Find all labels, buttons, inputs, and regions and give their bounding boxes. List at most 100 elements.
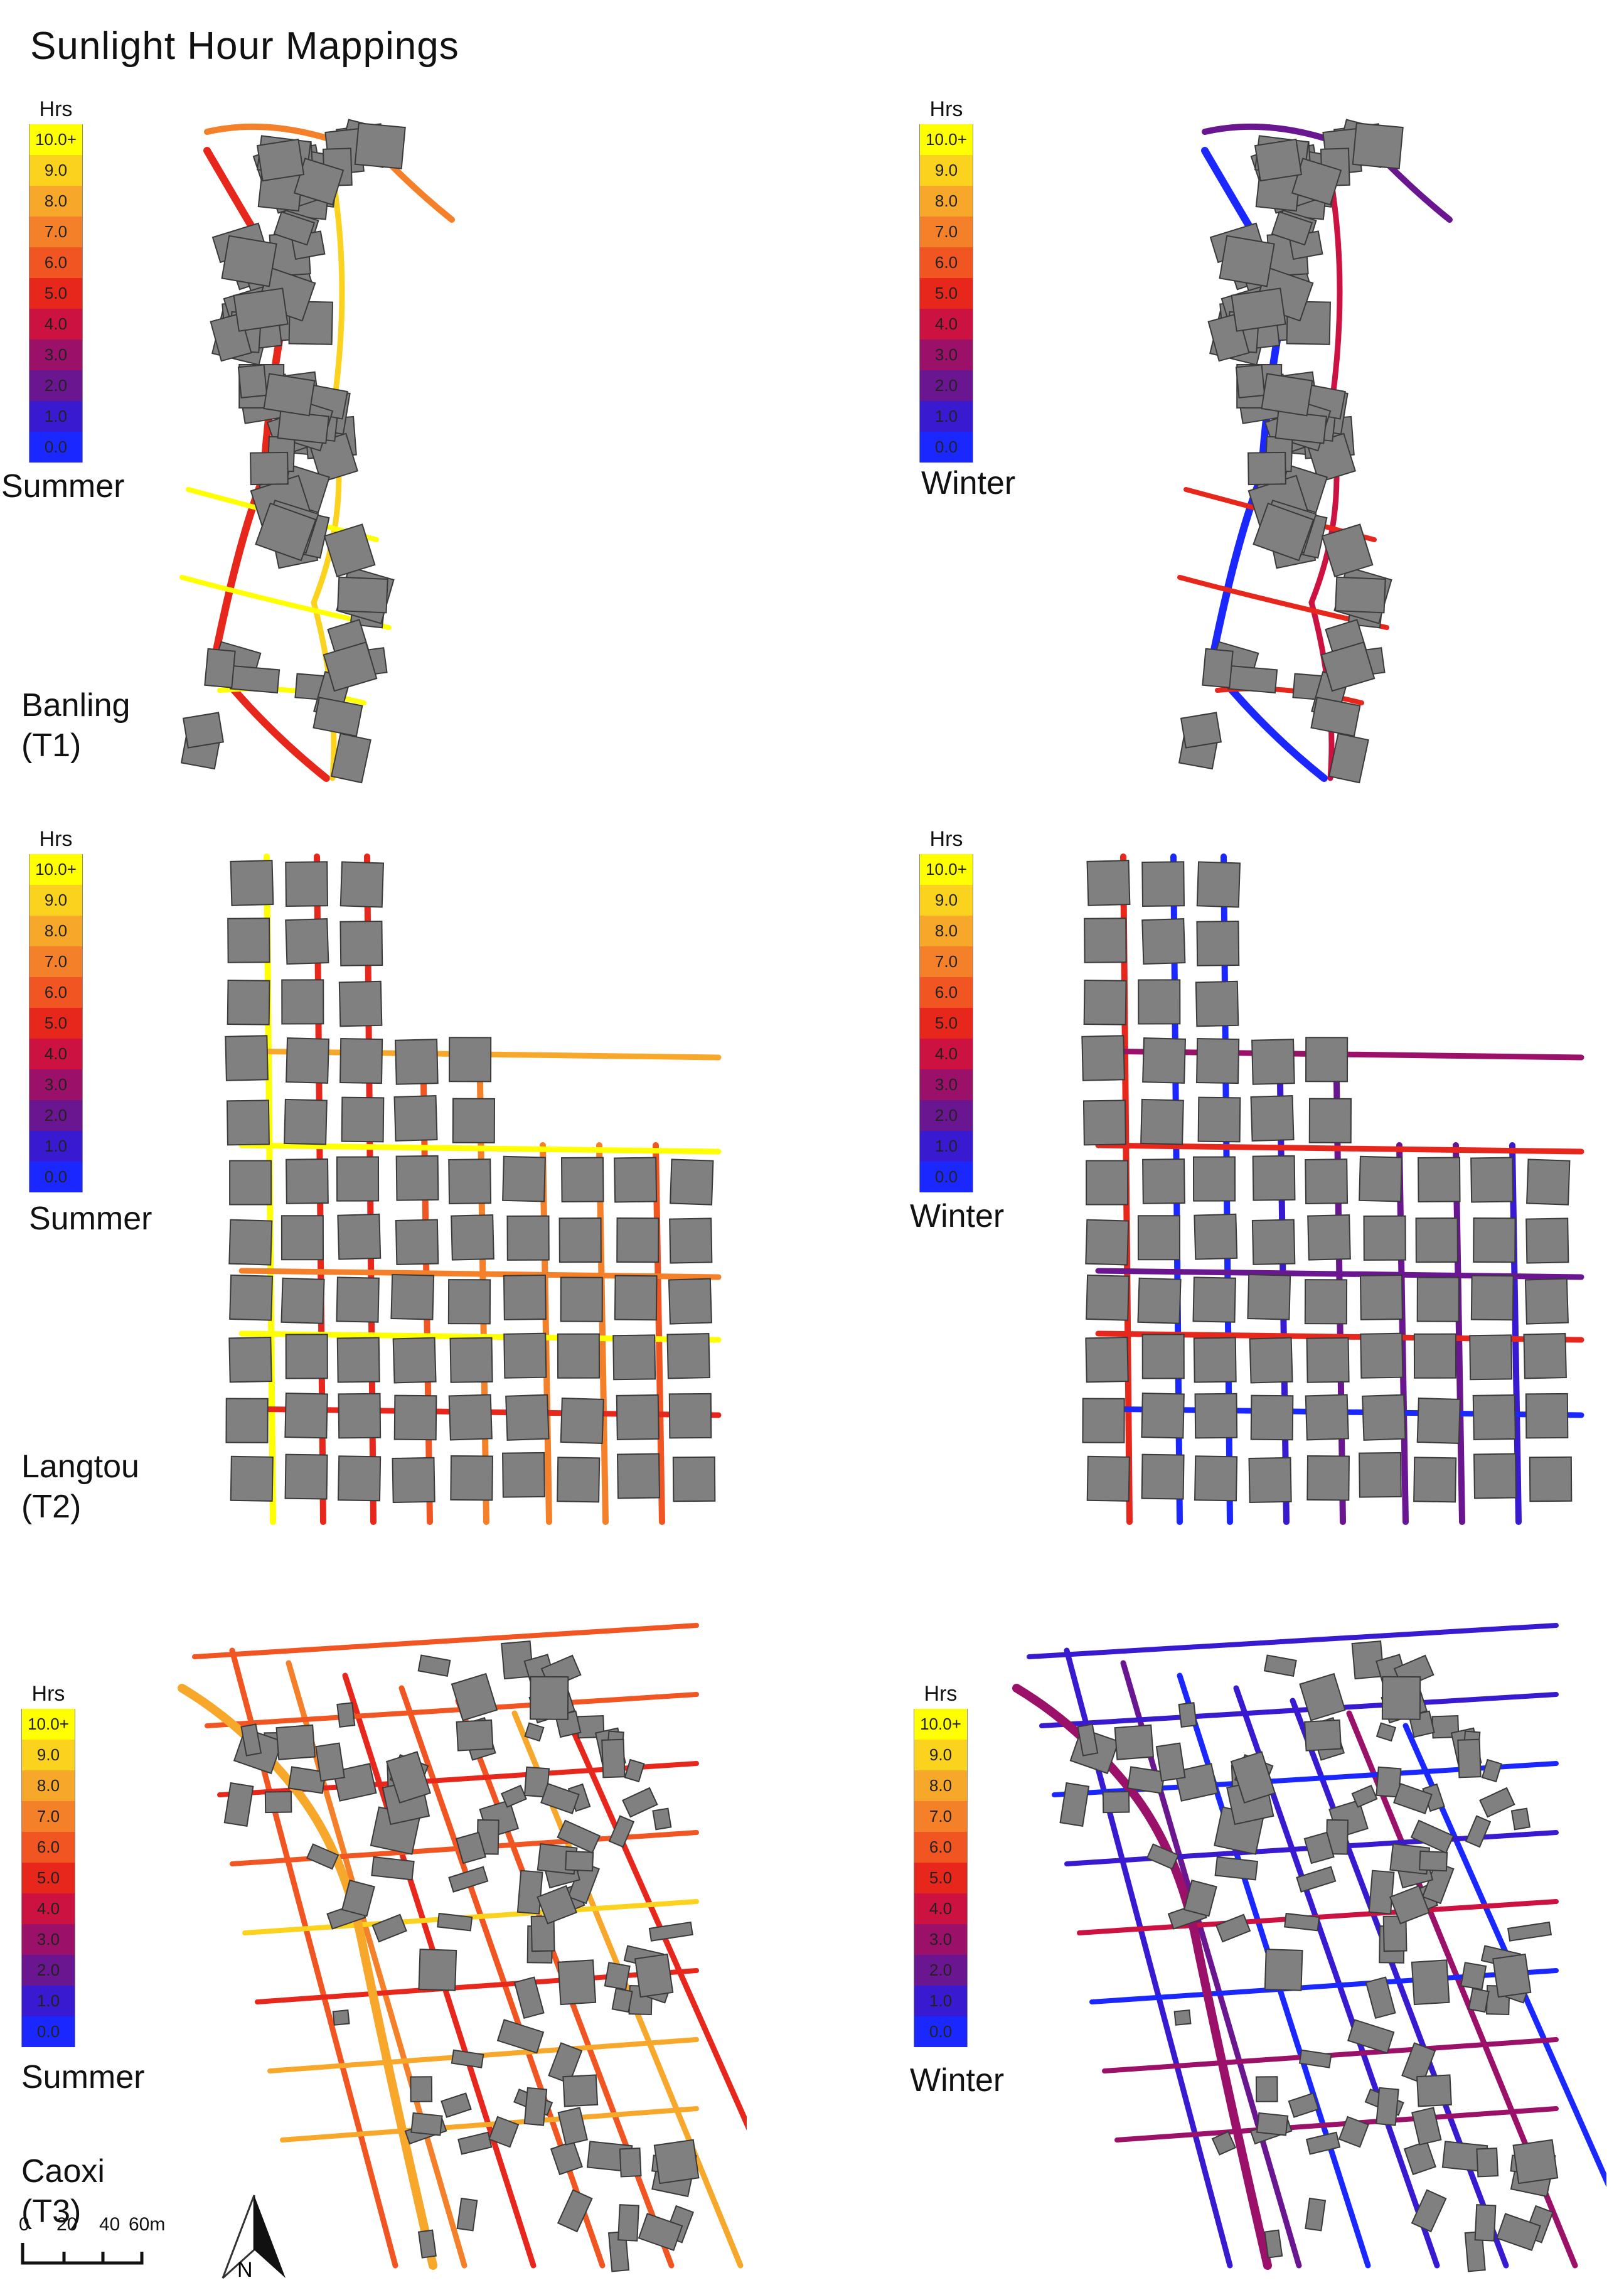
building — [1219, 235, 1275, 287]
building — [237, 364, 268, 399]
building — [1288, 2092, 1320, 2118]
building — [451, 1672, 498, 1721]
street-segment — [1095, 1142, 1584, 1155]
street-segment — [1027, 1623, 1559, 1659]
legend-swatch: 2.0 — [29, 370, 83, 401]
legend-swatch: 7.0 — [919, 946, 973, 977]
legend-swatch: 9.0 — [919, 155, 973, 186]
map-langtou-winter — [1081, 853, 1584, 1525]
building — [1512, 2139, 1559, 2185]
building — [1529, 1456, 1573, 1502]
building — [1496, 2213, 1541, 2252]
site-code: (T2) — [21, 1489, 82, 1525]
legend-swatch: 9.0 — [29, 155, 83, 186]
building — [1470, 1157, 1514, 1203]
building — [1381, 1676, 1421, 1720]
site-name: Banling — [21, 687, 131, 724]
building — [457, 2131, 493, 2155]
site-code: (T1) — [21, 727, 82, 764]
building — [1284, 1912, 1320, 1932]
building — [1306, 1337, 1350, 1383]
scale-tick: 40 — [99, 2214, 120, 2235]
building — [1214, 1856, 1259, 1881]
building — [1194, 1213, 1238, 1260]
building — [1416, 1397, 1461, 1444]
building — [1086, 1160, 1129, 1206]
building — [250, 451, 289, 486]
building — [1248, 1457, 1292, 1503]
scale-bar-line — [21, 2243, 144, 2265]
legend-swatch: 10.0+ — [919, 854, 973, 885]
legend-swatch: 9.0 — [21, 1740, 75, 1770]
building — [1137, 1277, 1182, 1324]
building — [221, 235, 277, 287]
legend-swatch: 5.0 — [29, 1008, 83, 1039]
building — [1365, 1976, 1396, 2019]
building — [1382, 1915, 1408, 1952]
building — [1247, 451, 1286, 486]
building — [226, 1099, 270, 1146]
legend-swatch: 3.0 — [21, 1924, 75, 1955]
building — [1410, 1819, 1455, 1854]
building — [1192, 1276, 1236, 1323]
building — [229, 1274, 274, 1321]
scale-tick: 20 — [56, 2214, 78, 2235]
building — [1479, 1787, 1515, 1818]
legend-swatch: 1.0 — [919, 401, 973, 432]
site-code: (T3) — [21, 2193, 82, 2230]
building — [502, 1155, 546, 1202]
map-banling-winter — [1177, 119, 1453, 784]
legend-unit: Hrs — [929, 97, 963, 121]
building — [1059, 1782, 1090, 1827]
building — [1351, 1640, 1385, 1680]
building — [1362, 1394, 1406, 1441]
building — [616, 1394, 660, 1440]
building — [1081, 1035, 1125, 1081]
building — [616, 1217, 660, 1263]
building — [619, 2147, 642, 2178]
legend-swatch: 8.0 — [29, 916, 83, 946]
building — [503, 1332, 547, 1379]
building — [392, 1457, 435, 1503]
legend-swatch: 5.0 — [914, 1863, 968, 1893]
legend-unit: Hrs — [924, 1682, 958, 1706]
building — [1525, 1217, 1569, 1264]
building — [256, 138, 305, 182]
building — [1230, 1751, 1276, 1804]
legend-swatch: 8.0 — [29, 186, 83, 217]
building — [1141, 1392, 1185, 1439]
building — [1328, 732, 1369, 784]
building — [612, 1334, 656, 1381]
building — [371, 1856, 415, 1881]
building — [1211, 2131, 1237, 2156]
building — [557, 1333, 601, 1379]
legend-banling-winter: Hrs 10.0+ 9.0 8.0 7.0 6.0 5.0 4.0 3.0 2.0 1.0 0.0 — [919, 97, 973, 463]
legend-swatch: 1.0 — [919, 1131, 973, 1162]
building — [1359, 1452, 1402, 1498]
building — [451, 2049, 484, 2068]
building — [1403, 2140, 1436, 2176]
scale-bar: 0 20 40 60m — [19, 2214, 165, 2271]
building — [336, 1156, 380, 1202]
building — [315, 1742, 345, 1782]
building — [449, 1037, 492, 1083]
legend-swatch: 4.0 — [29, 309, 83, 340]
building — [1523, 1333, 1567, 1379]
building — [1174, 1763, 1219, 1802]
building — [1235, 364, 1266, 399]
building — [229, 665, 280, 694]
building — [524, 1722, 545, 1742]
building — [652, 1807, 672, 1831]
legend-swatch: 6.0 — [919, 247, 973, 278]
legend-swatch: 9.0 — [919, 885, 973, 916]
street-segment — [1120, 1660, 1302, 2269]
building — [1304, 1719, 1342, 1752]
building — [1194, 1393, 1238, 1439]
street-segment — [1039, 1692, 1559, 1728]
legend-swatch: 1.0 — [29, 401, 83, 432]
site-label-langtou: Langtou (T2) — [21, 1447, 139, 1527]
building — [557, 1959, 597, 2006]
building — [1274, 410, 1328, 444]
street-segment — [1509, 1142, 1522, 1525]
building — [339, 1037, 383, 1084]
